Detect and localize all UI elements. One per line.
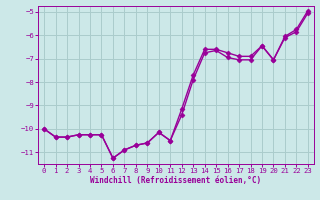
X-axis label: Windchill (Refroidissement éolien,°C): Windchill (Refroidissement éolien,°C) bbox=[91, 176, 261, 185]
